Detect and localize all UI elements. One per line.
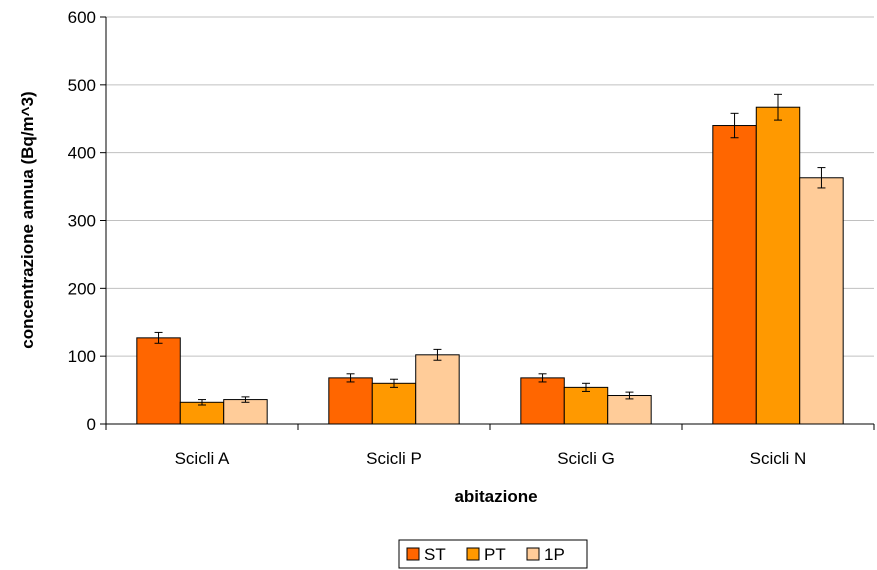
bar-PT-2 — [563, 386, 609, 425]
axes — [100, 16, 875, 430]
legend-swatch-ST — [406, 547, 420, 561]
tick-labels: 0 100 200 300 400 500 600 Scicli A Scicli P Scicl… — [68, 8, 807, 468]
legend-label-ST: ST — [424, 545, 446, 564]
y-tick-label: 600 — [68, 8, 96, 27]
x-tick-label: Scicli G — [557, 449, 615, 468]
bar-PT-0 — [179, 401, 225, 425]
y-tick-label: 0 — [87, 415, 96, 434]
bar-1P-1 — [415, 354, 460, 425]
x-tick-label: Scicli A — [175, 449, 230, 468]
legend: ST PT 1P — [398, 539, 588, 569]
x-tick-label: Scicli N — [750, 449, 807, 468]
bar-ST-2 — [520, 377, 565, 425]
x-axis-title: abitazione — [454, 487, 537, 506]
bar-ST-3 — [712, 125, 757, 425]
y-axis-title: concentrazione annua (Bq/m^3) — [18, 91, 37, 348]
legend-label-PT: PT — [484, 545, 506, 564]
bar-ST-0 — [136, 337, 181, 425]
y-tick-label: 200 — [68, 279, 96, 298]
x-tick-label: Scicli P — [366, 449, 422, 468]
bar-PT-1 — [371, 382, 417, 425]
bar-1P-2 — [607, 395, 652, 425]
bar-1P-3 — [799, 177, 844, 425]
y-tick-label: 300 — [68, 212, 96, 231]
bar-ST-1 — [328, 377, 373, 425]
legend-swatch-PT — [466, 547, 480, 561]
legend-swatch-1P — [526, 547, 540, 561]
y-tick-label: 500 — [68, 76, 96, 95]
y-tick-label: 400 — [68, 144, 96, 163]
y-tick-label: 100 — [68, 347, 96, 366]
legend-box — [398, 539, 588, 569]
bar-1P-0 — [223, 399, 268, 425]
error-bars — [154, 93, 826, 406]
bars — [136, 106, 844, 425]
legend-label-1P: 1P — [544, 545, 565, 564]
bar-PT-3 — [755, 106, 801, 425]
